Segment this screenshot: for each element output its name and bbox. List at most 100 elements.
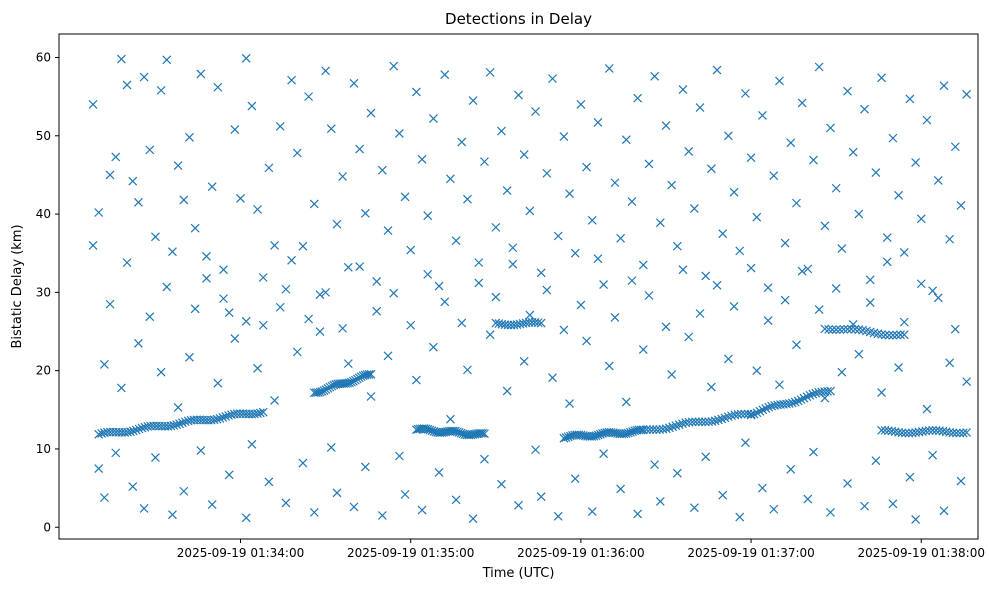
scatter-point-165	[168, 510, 177, 520]
scatter-point-204	[497, 479, 506, 489]
scatter-point-86	[570, 248, 580, 258]
track-point-233	[808, 389, 818, 399]
scatter-point-123	[780, 238, 790, 248]
track-point-180	[645, 425, 655, 434]
scatter-point-179	[281, 498, 291, 508]
scatter-point-287	[576, 300, 586, 310]
track-point-138	[533, 318, 543, 328]
scatter-point-15	[168, 247, 177, 257]
scatter-point-126	[797, 98, 807, 108]
scatter-point-79	[531, 107, 540, 116]
scatter-point-290	[627, 276, 637, 286]
scatter-point-65	[451, 236, 461, 246]
scatter-point-244	[837, 367, 847, 377]
scatter-point-108	[695, 103, 705, 113]
scatter-point-49	[360, 208, 370, 218]
scatter-point-4	[105, 170, 115, 180]
scatter-point-194	[411, 375, 421, 385]
chart-title: Detections in Delay	[445, 10, 592, 28]
scatter-point-127	[803, 264, 813, 274]
scatter-point-89	[587, 215, 597, 225]
scatter-point-295	[712, 280, 722, 290]
track-point-208	[736, 409, 746, 419]
scatter-point-95	[621, 135, 631, 145]
scatter-point-136	[854, 209, 864, 219]
scatter-point-241	[809, 447, 818, 457]
scatter-point-141	[882, 233, 892, 242]
scatter-point-234	[752, 366, 762, 376]
scatter-point-161	[133, 338, 143, 348]
scatter-point-193	[400, 489, 410, 499]
scatter-point-32	[264, 163, 274, 173]
track-point-266	[820, 324, 830, 334]
scatter-point-16	[173, 161, 183, 170]
track-point-274	[850, 324, 860, 334]
track-point-212	[746, 410, 756, 420]
scatter-point-239	[792, 340, 801, 350]
scatter-point-111	[712, 65, 722, 75]
scatter-point-282	[491, 292, 501, 302]
scatter-point-140	[877, 73, 886, 83]
track-point-262	[952, 428, 961, 438]
scatter-point-261	[122, 258, 132, 268]
scatter-point-118	[752, 212, 762, 222]
scatter-point-78	[525, 206, 535, 216]
scatter-point-197	[434, 468, 444, 477]
scatter-point-212	[565, 399, 574, 408]
scatter-point-208	[531, 445, 540, 455]
scatter-point-10	[139, 72, 149, 82]
track-point-268	[827, 325, 837, 335]
scatter-point-209	[536, 492, 546, 502]
scatter-point-300	[797, 266, 807, 276]
track-point-247	[900, 428, 910, 438]
scatter-point-99	[644, 159, 654, 169]
track-point-78	[348, 376, 358, 386]
scatter-point-105	[678, 85, 688, 95]
scatter-point-307	[916, 279, 926, 289]
scatter-point-107	[689, 204, 699, 214]
scatter-point-115	[735, 246, 745, 256]
scatter-point-218	[616, 484, 626, 494]
scatter-point-64	[446, 174, 455, 184]
scatter-point-87	[576, 100, 586, 109]
scatter-point-240	[803, 494, 813, 504]
scatter-point-277	[406, 320, 416, 330]
scatter-point-293	[678, 265, 688, 275]
scatter-point-264	[190, 304, 200, 314]
scatter-point-146	[911, 157, 921, 167]
track-point-255	[928, 425, 938, 435]
scatter-point-25	[224, 308, 234, 318]
scatter-point-225	[672, 468, 682, 478]
scatter-point-151	[939, 81, 949, 91]
scatter-point-143	[894, 190, 904, 200]
scatter-point-113	[723, 131, 733, 141]
scatter-point-305	[882, 257, 892, 267]
scatter-point-62	[434, 281, 444, 291]
x-axis-label: Time (UTC)	[482, 566, 555, 581]
scatter-point-133	[837, 244, 847, 253]
track-point-287	[899, 330, 909, 340]
scatter-point-66	[457, 137, 467, 147]
scatter-point-129	[814, 62, 824, 72]
scatter-point-284	[525, 310, 535, 320]
scatter-point-112	[718, 229, 728, 239]
scatter-point-106	[684, 147, 694, 156]
scatter-point-260	[105, 299, 115, 309]
scatter-point-250	[888, 499, 898, 509]
scatter-point-207	[519, 356, 529, 366]
scatter-point-154	[956, 201, 966, 210]
scatter-point-102	[661, 121, 671, 131]
scatter-point-246	[854, 349, 864, 359]
scatter-point-54	[389, 61, 399, 71]
track-point-121	[476, 428, 485, 438]
scatter-point-177	[264, 477, 274, 487]
scatter-point-195	[417, 505, 427, 515]
track-point-27	[172, 420, 182, 430]
scatter-point-50	[366, 108, 376, 118]
scatter-point-258	[956, 476, 966, 486]
scatter-point-61	[428, 114, 438, 123]
scatter-point-110	[706, 164, 716, 174]
scatter-point-220	[633, 509, 643, 519]
scatter-point-144	[899, 248, 909, 257]
track-point-200	[710, 416, 720, 426]
